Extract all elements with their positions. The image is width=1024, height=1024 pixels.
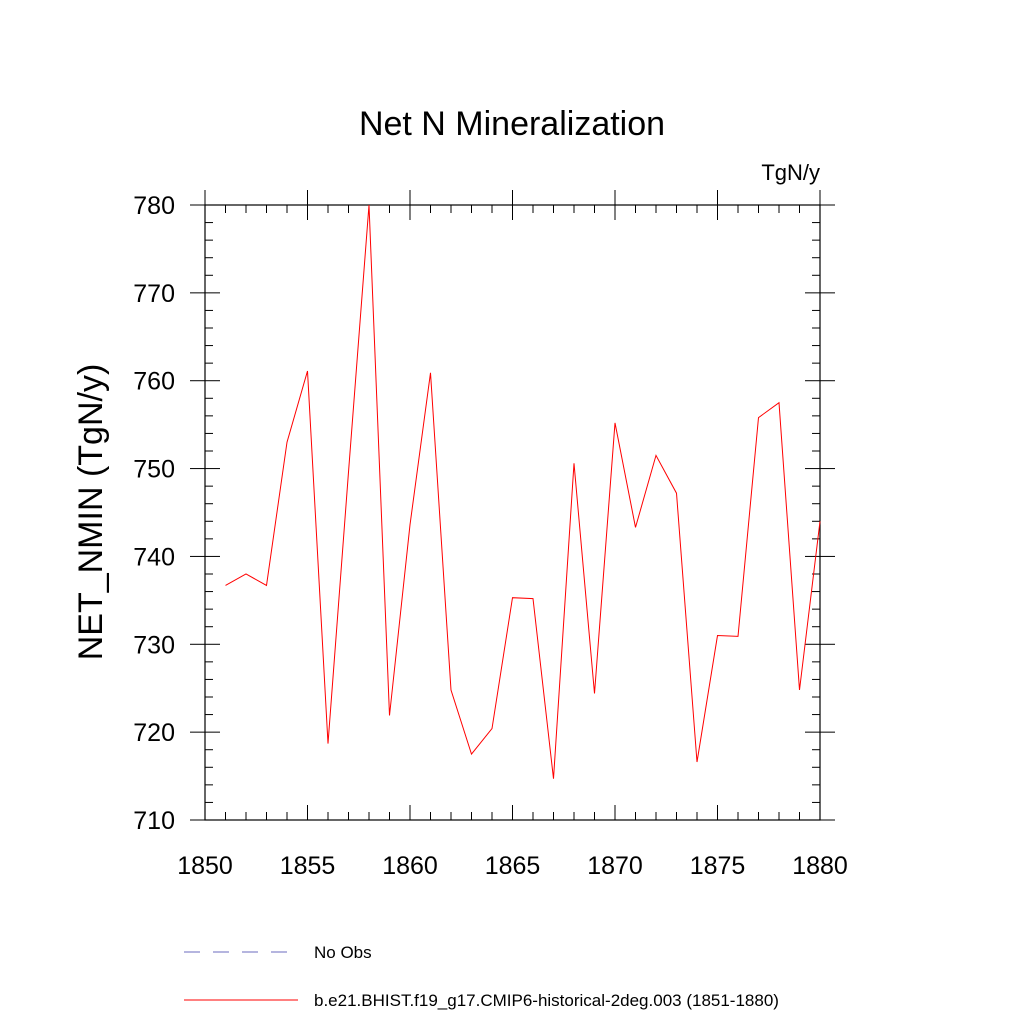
x-tick-label-1870: 1870	[587, 852, 643, 880]
y-tick-label-770: 770	[133, 280, 175, 308]
axis-ticks	[190, 190, 835, 821]
x-tick-label-1850: 1850	[177, 852, 233, 880]
series-line-0	[225, 204, 821, 779]
units-label: TgN/y	[761, 160, 820, 185]
axis-tick-labels: 1850 1855 1860 1865 1870 1875 1880 710 720 730 740…	[133, 192, 848, 880]
y-tick-label-740: 740	[133, 543, 175, 571]
y-tick-label-780: 780	[133, 192, 175, 220]
legend-label-model: b.e21.BHIST.f19_g17.CMIP6-historical-2de…	[314, 991, 779, 1010]
chart-title: Net N Mineralization	[359, 105, 665, 143]
y-tick-label-710: 710	[133, 807, 175, 835]
y-tick-label-760: 760	[133, 368, 175, 396]
legend: No Obs b.e21.BHIST.f19_g17.CMIP6-histori…	[184, 943, 779, 1010]
x-tick-label-1880: 1880	[792, 852, 848, 880]
y-axis-label: NET_NMIN (TgN/y)	[72, 364, 110, 661]
y-tick-label-730: 730	[133, 631, 175, 659]
x-tick-label-1875: 1875	[690, 852, 746, 880]
series-layer	[225, 204, 821, 779]
x-tick-label-1865: 1865	[485, 852, 541, 880]
x-tick-label-1860: 1860	[382, 852, 438, 880]
x-tick-label-1855: 1855	[280, 852, 336, 880]
legend-label-no-obs: No Obs	[314, 943, 372, 962]
y-tick-label-720: 720	[133, 719, 175, 747]
y-tick-label-750: 750	[133, 456, 175, 484]
plot-frame	[204, 204, 821, 821]
